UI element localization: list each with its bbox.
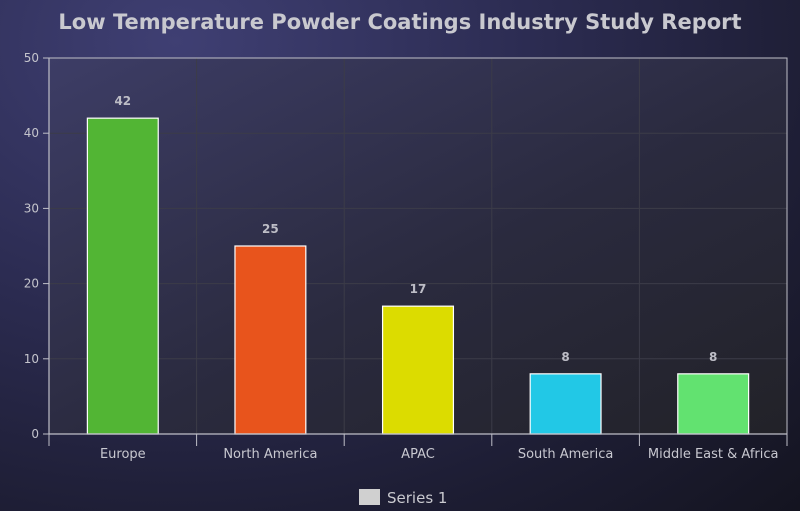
- y-tick-label-5: 50: [24, 51, 39, 65]
- x-category-label-1: North America: [223, 447, 317, 462]
- legend-label-series-1: Series 1: [387, 489, 447, 507]
- y-tick-label-2: 20: [24, 277, 39, 291]
- chart-title: Low Temperature Powder Coatings Industry…: [58, 10, 741, 34]
- bars: [86, 117, 750, 435]
- x-category-label-4: Middle East & Africa: [648, 447, 779, 462]
- plot-frame: [49, 57, 788, 434]
- bar-0: [86, 117, 159, 435]
- y-tick-label-0: 0: [31, 427, 39, 441]
- value-label-2: 17: [410, 282, 427, 296]
- y-tick-label-4: 40: [24, 126, 39, 140]
- bar-4: [677, 373, 750, 435]
- value-label-1: 25: [262, 222, 279, 236]
- x-category-label-0: Europe: [100, 447, 146, 462]
- value-label-0: 42: [114, 94, 131, 108]
- legend-swatch-series-1: [359, 489, 380, 505]
- legend: Series 1: [359, 489, 447, 507]
- value-label-4: 8: [709, 350, 717, 364]
- axes: [43, 57, 788, 446]
- y-tick-label-1: 10: [24, 352, 39, 366]
- value-label-3: 8: [561, 350, 569, 364]
- x-category-label-3: South America: [518, 447, 614, 462]
- grid-lines: [49, 57, 787, 434]
- y-tick-label-3: 30: [24, 201, 39, 215]
- bar-3: [529, 373, 602, 435]
- labels: 42 25 17 8 8 0 10 20 30 40 50 Europe North America AP…: [24, 51, 779, 462]
- bar-1: [234, 245, 307, 435]
- x-category-label-2: APAC: [401, 447, 435, 462]
- bar-2: [381, 305, 455, 435]
